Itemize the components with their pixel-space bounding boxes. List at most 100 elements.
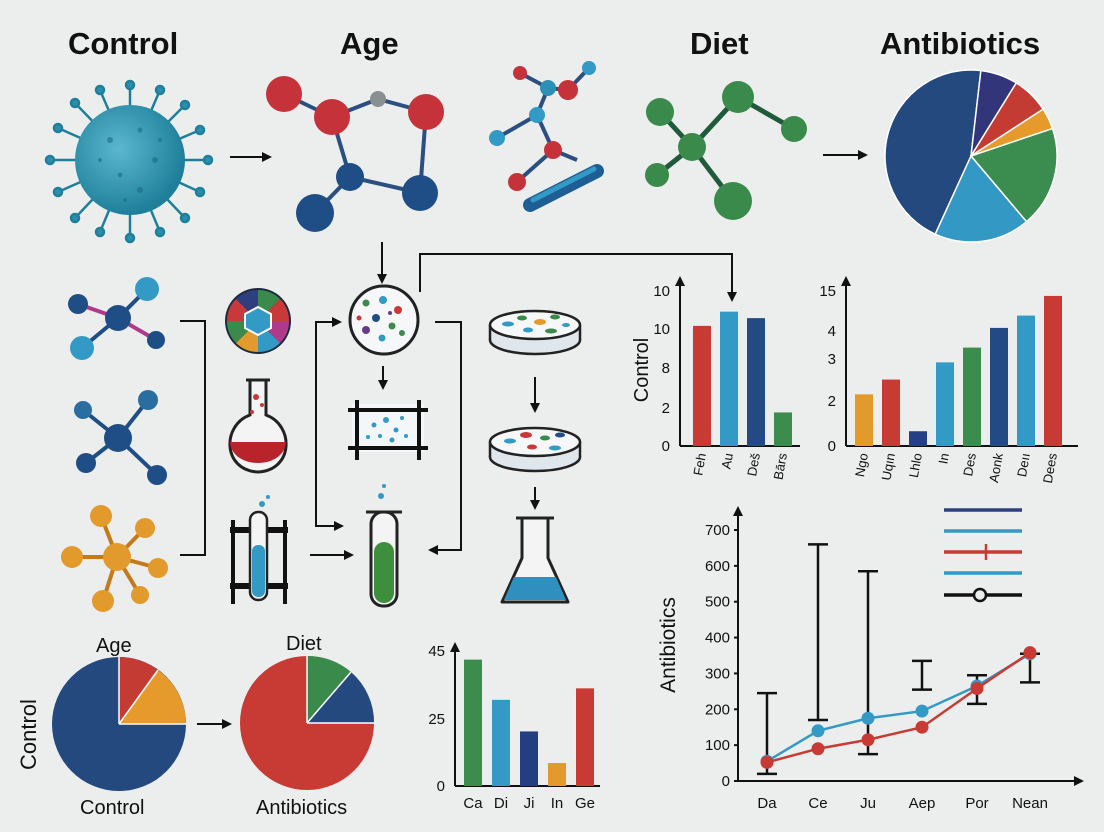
pie-right-slice-blue	[307, 672, 375, 723]
bar-In	[936, 362, 954, 446]
virus-icon	[44, 79, 214, 244]
y-tick-label: 0	[722, 773, 730, 790]
x-tick-label: Feh	[690, 452, 709, 477]
left-molecule-2-icon	[74, 390, 167, 485]
bottom-bar-chart: 45 25 0 Ca Di Ji In Ge	[428, 642, 600, 812]
y-tick-label: 2	[828, 393, 836, 410]
bar-Dees	[1044, 295, 1062, 446]
bar-Di	[492, 699, 510, 786]
red-flask-icon	[228, 378, 288, 474]
y-tick-label: 500	[705, 594, 730, 611]
header-age: Age	[340, 26, 399, 61]
header-control: Control	[68, 26, 178, 61]
y-tick-label: 25	[428, 711, 445, 728]
bar-Ca	[464, 659, 482, 786]
bar-Lhlo	[909, 431, 927, 446]
culture-dish-2-icon	[488, 426, 582, 473]
y-tick-label: 600	[705, 558, 730, 575]
header-diet: Diet	[690, 26, 749, 61]
top-pie-chart	[884, 69, 1058, 243]
x-tick-label: Des	[960, 451, 979, 477]
point-teal	[861, 711, 875, 725]
bottom-pie-antibiotics-label: Antibiotics	[256, 797, 347, 819]
y-tick-label: 10	[653, 321, 670, 338]
x-tick-label: Bārs	[771, 451, 791, 480]
bar-Aonk	[990, 327, 1008, 446]
bottom-pie-age-label: Age	[96, 635, 132, 657]
x-tick-label: Aonk	[986, 451, 1006, 483]
x-tick-label: Ngo	[852, 452, 871, 478]
y-tick-label: 0	[828, 438, 836, 455]
x-tick-label: Ca	[463, 795, 483, 812]
bottom-pie-diet-label: Diet	[286, 633, 322, 655]
petri-dish-icon	[348, 284, 420, 356]
x-tick-label: Di	[494, 795, 508, 812]
y-tick-label: 100	[705, 737, 730, 754]
microscope-slide-icon	[348, 400, 428, 460]
pie-left-slice-orange	[119, 670, 186, 724]
bar-Ji	[520, 731, 538, 786]
color-wheel-icon	[225, 288, 291, 354]
left-bracket	[180, 320, 206, 556]
test-tube-rack-icon	[230, 495, 288, 604]
diet-molecule-icon	[645, 81, 807, 220]
line-chart-legend	[944, 508, 1022, 603]
right-bar-chart: 15 4 3 2 0 Ngo Uqın Lhlo In Des Aonk Deıı Dees	[819, 276, 1078, 484]
header-antibiotics: Antibiotics	[880, 26, 1040, 61]
point-red	[1023, 646, 1037, 660]
bar-Au	[720, 311, 738, 446]
series-line-red	[766, 651, 1031, 764]
pie-right-slice-green	[307, 655, 351, 723]
left-molecule-3-icon	[61, 505, 168, 612]
y-tick-label: 15	[819, 283, 836, 300]
arrow-dish-to-control-chart	[419, 253, 737, 302]
x-tick-label: In	[551, 795, 564, 812]
left-return-path	[315, 321, 342, 527]
bottom-pie-right: Diet Antibiotics	[240, 633, 375, 819]
x-tick-label: Lhlo	[906, 452, 925, 479]
left-molecule-1-icon	[68, 277, 165, 360]
point-red	[915, 720, 929, 734]
bar-Ngo	[855, 394, 873, 446]
x-tick-label: Ge	[575, 795, 595, 812]
point-red	[861, 733, 875, 747]
x-tick-label: Dees	[1040, 451, 1060, 484]
point-red	[970, 681, 984, 695]
y-tick-label: 2	[662, 400, 670, 417]
y-tick-label: 400	[705, 630, 730, 647]
bar-In	[548, 763, 566, 786]
culture-dish-1-icon	[488, 309, 582, 356]
y-tick-label: 300	[705, 665, 730, 682]
y-tick-label: 4	[828, 323, 836, 340]
y-tick-label: 0	[437, 778, 445, 795]
top-pie-slice-teal	[934, 154, 1028, 243]
x-tick-label: Ce	[808, 795, 827, 812]
point-teal	[811, 724, 825, 738]
green-test-tube-icon	[366, 484, 402, 608]
x-tick-label: Da	[757, 795, 777, 812]
bottom-pie-control-label: Control	[80, 797, 144, 819]
y-tick-label: 200	[705, 701, 730, 718]
point-red	[811, 742, 825, 756]
x-tick-label: Por	[965, 795, 988, 812]
top-pie-slice-dark-blue	[884, 69, 982, 236]
control-bar-chart: 10 10 8 2 0 Feh Au Deš Bārs Control	[631, 276, 800, 481]
bar-Des	[963, 347, 981, 446]
point-teal	[915, 704, 929, 718]
legend-marker	[972, 587, 988, 603]
x-tick-label: Ji	[524, 795, 535, 812]
x-tick-label: Aep	[909, 795, 936, 812]
bottom-pie-left: Age Control Control	[16, 635, 186, 819]
y-tick-label: 0	[662, 438, 670, 455]
bar-Ge	[576, 688, 594, 786]
bar-Feh	[693, 325, 711, 446]
antibiotics-line-chart: 700 600 500 400 300 200 100 0 Da Ce Ju Aep Por Nean An…	[657, 506, 1084, 812]
x-tick-label: Ju	[860, 795, 876, 812]
right-return-path	[428, 321, 462, 555]
y-tick-label: 8	[662, 360, 670, 377]
bar-Deıı	[1017, 315, 1035, 446]
small-molecule-icon	[489, 61, 604, 212]
y-tick-label: 10	[653, 283, 670, 300]
bar-Bārs	[774, 412, 792, 446]
